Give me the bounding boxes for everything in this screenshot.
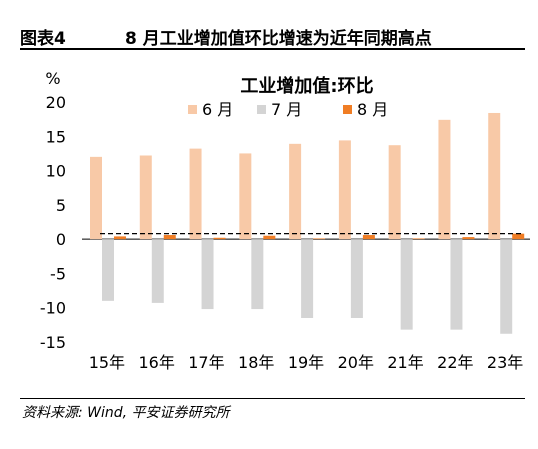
source-note: 资料来源: Wind, 平安证券研究所	[22, 405, 230, 421]
bar-july	[450, 239, 463, 330]
bar-august	[114, 236, 126, 240]
bar-august	[462, 237, 475, 240]
bar-august	[263, 235, 276, 240]
legend-label: 8 月	[357, 100, 388, 119]
x-tick-label: 19年	[288, 353, 324, 372]
y-tick-label: 5	[56, 196, 66, 215]
bar-june	[338, 140, 351, 240]
bar-june	[139, 155, 152, 240]
x-tick-label: 23年	[487, 353, 523, 372]
x-tick-label: 22年	[437, 353, 473, 372]
header-rule	[20, 48, 525, 50]
bar-july	[500, 239, 513, 334]
x-tick-label: 21年	[387, 353, 423, 372]
bars	[90, 112, 525, 334]
bar-june	[488, 112, 501, 240]
bar-july	[201, 239, 214, 310]
x-tick-label: 17年	[188, 353, 224, 372]
y-tick-label: -15	[40, 333, 66, 352]
legend-swatch	[188, 105, 197, 114]
x-tick-label: 16年	[138, 353, 174, 372]
bar-july	[151, 239, 164, 303]
legend-swatch	[257, 105, 266, 114]
figure-header: 图表4 8 月工业增加值环比增速为近年同期高点	[20, 20, 525, 50]
bar-june	[438, 119, 451, 240]
bar-june	[189, 148, 202, 240]
bar-june	[90, 156, 102, 240]
y-tick-label: 20	[46, 93, 66, 112]
bar-august	[512, 233, 525, 240]
figure-title: 8 月工业增加值环比增速为近年同期高点	[125, 29, 432, 49]
bar-august	[313, 238, 326, 240]
y-tick-label: 0	[56, 230, 66, 249]
y-tick-label: 15	[46, 127, 66, 146]
bar-june	[388, 145, 401, 240]
bar-july	[400, 239, 413, 330]
bar-july	[251, 239, 264, 310]
x-tick-label: 20年	[338, 353, 374, 372]
legend-swatch	[343, 105, 352, 114]
y-tick-label: -10	[40, 299, 66, 318]
x-tick-label: 15年	[89, 353, 125, 372]
chart-title: 工业增加值:环比	[240, 75, 373, 97]
bar-june	[289, 143, 302, 240]
bar-july	[102, 239, 114, 301]
bar-august	[213, 237, 226, 240]
y-tick-label: 10	[46, 162, 66, 181]
legend-label: 7 月	[271, 100, 302, 119]
bar-august	[163, 235, 176, 240]
x-axis: 15年 16年 17年 18年 19年 20年 21年 22年 23年	[89, 353, 524, 372]
legend-label: 6 月	[202, 100, 233, 119]
figure-label: 图表4	[20, 29, 66, 49]
y-axis: -15 -10 -5 0 5 10 15 20	[40, 93, 530, 352]
bar-july	[301, 239, 314, 318]
legend: 6 月 7 月 8 月	[188, 100, 388, 119]
y-unit-label: %	[45, 69, 60, 88]
y-tick-label: -5	[50, 264, 66, 283]
bar-june	[239, 153, 252, 240]
footer-rule	[20, 398, 525, 399]
x-tick-label: 18年	[238, 353, 274, 372]
bar-august	[362, 235, 375, 240]
bar-august	[412, 238, 425, 240]
bar-july	[350, 239, 363, 318]
